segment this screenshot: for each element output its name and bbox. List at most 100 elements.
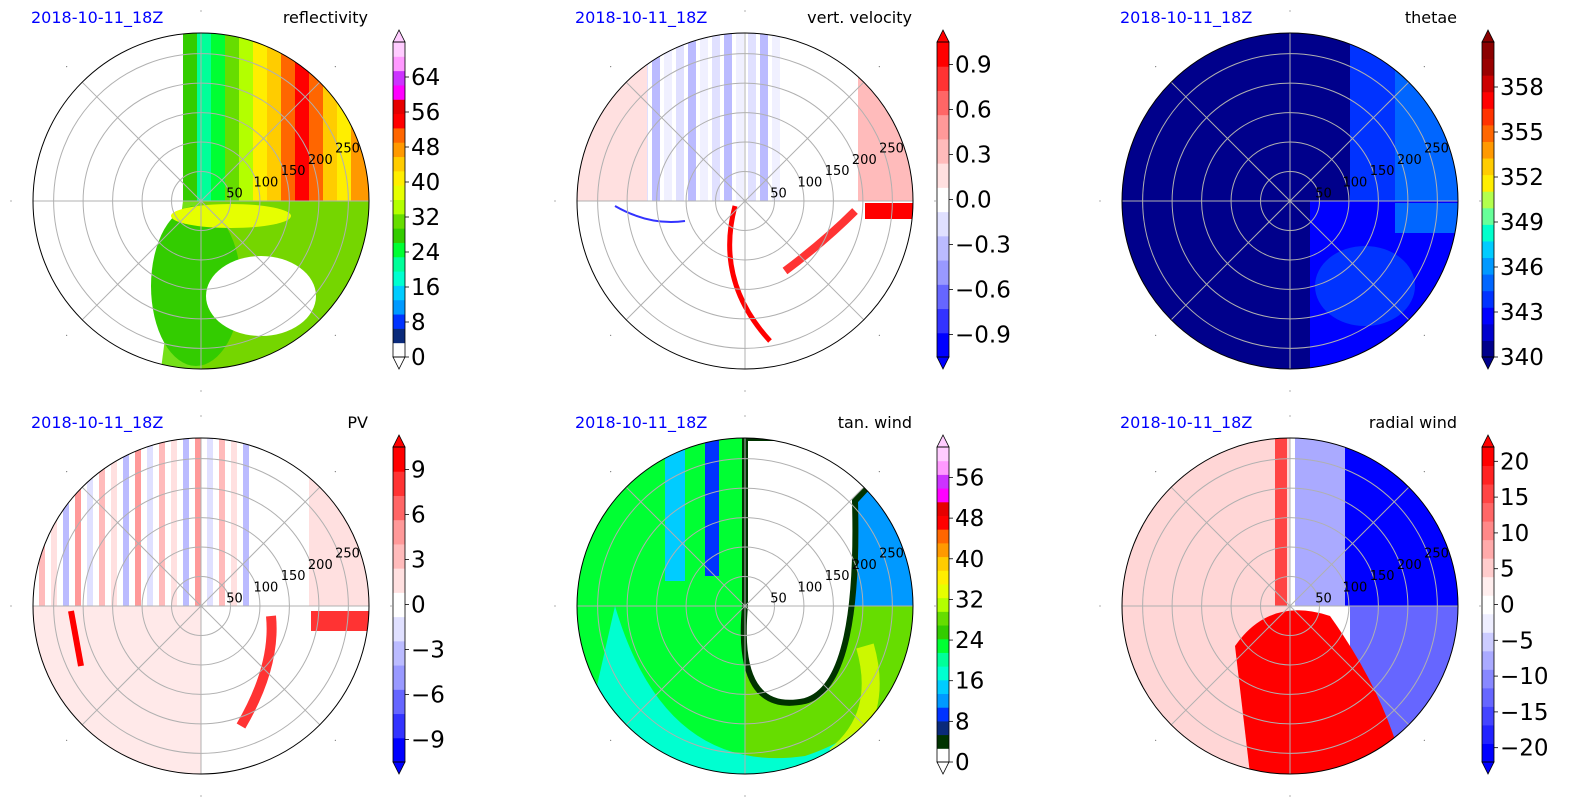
colorbar-segment [393, 199, 405, 215]
polar-axis-outline [576, 437, 914, 775]
ring-tick-label: 150 [281, 164, 306, 179]
colorbar-segment [1482, 174, 1494, 192]
variable-title: thetae [1404, 8, 1457, 27]
grid-spoke [200, 81, 321, 202]
outer-tick [1423, 739, 1425, 741]
outer-tick [878, 471, 880, 473]
colorbar-tick-label: −0.6 [955, 278, 1011, 304]
date-label: 2018-10-11_18Z [1120, 413, 1253, 432]
colorbar-segment [393, 689, 405, 715]
colorbar-tick-label: 0 [411, 593, 426, 619]
outer-tick [1479, 200, 1481, 202]
colorbar-segment [393, 471, 405, 496]
colorbar-segment [1482, 521, 1494, 541]
outer-tick [610, 334, 612, 336]
colorbar-tick-label: 15 [1500, 485, 1529, 511]
panel-tan-wind: 50 100 150 200 250 0 8 16 24 32 40 48 56 2018-10-11_… [544, 405, 1069, 809]
colorbar-tick-label: −10 [1500, 664, 1549, 690]
colorbar-frame [936, 446, 950, 763]
ring-tick-label: 150 [1370, 164, 1395, 179]
outer-tick [1289, 10, 1291, 12]
colorbar-segment [1482, 576, 1494, 596]
colorbar-tick-label: 0 [955, 750, 970, 776]
colorbar-tick-label: 20 [1500, 449, 1529, 475]
ring-tick-label: 200 [308, 153, 333, 168]
colorbar-segment [393, 640, 405, 666]
colorbar-segment [1482, 58, 1494, 76]
date-label: 2018-10-11_18Z [575, 8, 708, 27]
colorbar-segment [937, 720, 949, 736]
colorbar-segment [393, 170, 405, 186]
colorbar-tick-label: 9 [411, 458, 426, 484]
outer-tick [1479, 605, 1481, 607]
outer-tick [10, 605, 12, 607]
colorbar-tick-label: 24 [411, 240, 440, 266]
colorbar-extend-min [392, 356, 406, 370]
colorbar-segment [937, 90, 949, 116]
colorbar-segment [937, 597, 949, 612]
outer-tick [200, 795, 202, 797]
grid-spoke [200, 200, 321, 321]
polar-axis-outline [32, 32, 370, 370]
colorbar-segment [1482, 632, 1494, 652]
colorbar-tick-label: 340 [1500, 345, 1544, 371]
outer-tick [1155, 66, 1157, 68]
colorbar-segment [393, 495, 405, 521]
colorbar-segment [393, 113, 405, 129]
outer-tick [1289, 415, 1291, 417]
colorbar-segment [393, 185, 405, 200]
grid-spoke [1170, 486, 1291, 607]
colorbar-segment [937, 474, 949, 489]
colorbar-segment [937, 679, 949, 695]
colorbar-tick-label: 32 [411, 205, 440, 231]
colorbar-tick-label: 346 [1500, 255, 1544, 281]
colorbar: 0.9 0.6 0.3 0.0 −0.3 −0.6 −0.9 [936, 29, 1011, 370]
colorbar-segment [937, 332, 949, 358]
colorbar-segment [937, 460, 949, 475]
colorbar-segment [937, 638, 949, 653]
outer-tick [1289, 795, 1291, 797]
colorbar-segment [393, 568, 405, 593]
outer-tick [200, 390, 202, 392]
outer-tick [610, 471, 612, 473]
ring-tick-label: 50 [226, 592, 243, 607]
colorbar-extend-max [1481, 29, 1495, 43]
colorbar-segment [393, 70, 405, 86]
panel-vert-velocity: 50 100 150 200 250 0.9 0.6 0.3 0.0 −0.3 −0.6 −0.9 2… [544, 0, 1069, 404]
panel-pv: 50 100 150 200 250 9 6 3 0 −3 −6 −9 2018-10-11_18Z … [0, 405, 525, 809]
colorbar-tick-label: 0 [411, 345, 426, 371]
colorbar-segment [393, 713, 405, 739]
colorbar-tick-label: 48 [411, 135, 440, 161]
colorbar-segment [1482, 706, 1494, 726]
colorbar-segment [1482, 340, 1494, 358]
ring-tick-label: 50 [226, 187, 243, 202]
panel-reflectivity: 50 100 150 200 250 0 8 16 24 32 40 48 56 64 2018-10-1… [0, 0, 525, 404]
outer-tick [1155, 471, 1157, 473]
colorbar-segment [1482, 484, 1494, 504]
date-label: 2018-10-11_18Z [1120, 8, 1253, 27]
colorbar-segment [937, 447, 949, 462]
colorbar-extend-max [392, 29, 406, 43]
colorbar-segment [1482, 447, 1494, 467]
colorbar-tick-label: −9 [411, 728, 445, 754]
outer-tick [878, 739, 880, 741]
colorbar-segment [937, 693, 949, 708]
colorbar-segment [1482, 465, 1494, 485]
colorbar-extend-max [1481, 434, 1495, 448]
ring-tick-label: 50 [1315, 592, 1332, 607]
ring-tick-label: 100 [253, 580, 278, 595]
ring-tick-label: 50 [1315, 187, 1332, 202]
colorbar-extend-min [936, 356, 950, 370]
colorbar-segment [1482, 650, 1494, 670]
ring-tick-label: 200 [852, 558, 877, 573]
outer-tick [1155, 739, 1157, 741]
outer-tick [878, 334, 880, 336]
colorbar-extend-max [392, 434, 406, 448]
outer-tick [1099, 605, 1101, 607]
outer-tick [66, 471, 68, 473]
colorbar-segment [393, 299, 405, 315]
grid-spoke [81, 605, 202, 726]
colorbar-segment [937, 501, 949, 516]
